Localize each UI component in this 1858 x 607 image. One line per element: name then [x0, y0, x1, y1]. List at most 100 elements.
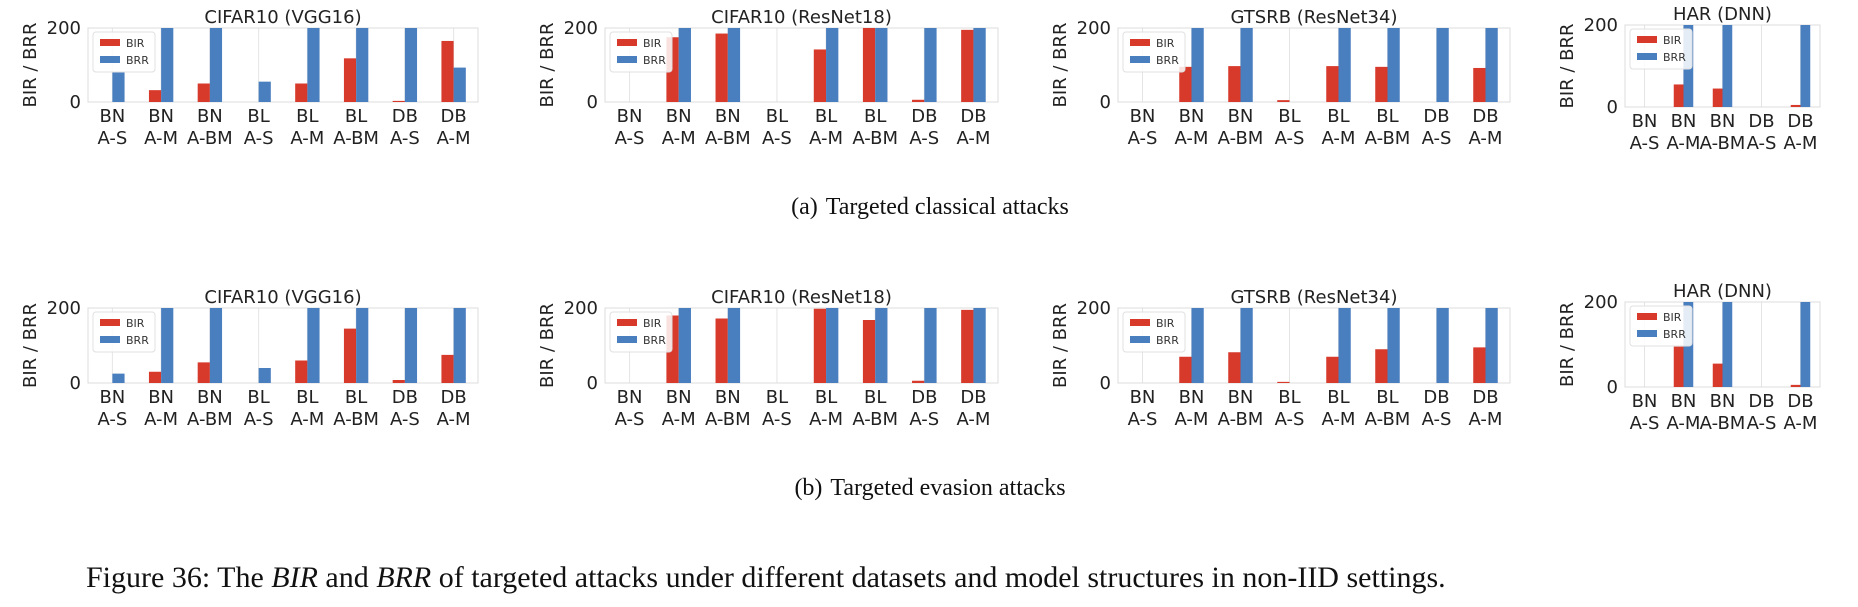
legend-label: BRR — [1156, 334, 1179, 347]
legend-swatch-bir — [100, 319, 120, 326]
x-tick-label: BN A-BM — [1218, 387, 1264, 430]
x-tick-label: BN A-S — [615, 387, 645, 430]
bar-brr — [826, 28, 839, 102]
bar-brr — [209, 308, 223, 383]
bar-bir — [862, 320, 876, 383]
chart-title: CIFAR10 (ResNet18) — [711, 287, 892, 308]
y-tick-label: 0 — [587, 373, 598, 394]
bar-bir — [912, 380, 925, 383]
x-tick-label: DB A-S — [390, 387, 420, 430]
x-tick-label: BN A-BM — [705, 387, 751, 430]
chart-title: CIFAR10 (ResNet18) — [711, 7, 892, 28]
x-tick-label: BL A-S — [244, 106, 274, 149]
legend-label: BIR — [1156, 317, 1175, 330]
legend: BIR BRR — [92, 311, 156, 353]
y-tick-label: 0 — [70, 92, 81, 113]
bar-brr — [1387, 28, 1400, 102]
x-tick-label: BN A-BM — [1700, 391, 1746, 434]
x-tick-label: DB A-S — [1422, 387, 1452, 430]
bar-bir — [862, 28, 876, 102]
legend-label: BRR — [126, 334, 149, 347]
x-tick-label: BN A-S — [1128, 106, 1158, 149]
legend-swatch-brr — [1130, 56, 1150, 63]
bar-brr — [404, 28, 418, 102]
bar-brr — [727, 28, 741, 102]
bar-bir — [1326, 66, 1339, 102]
y-axis-label: BIR / BRR — [537, 303, 558, 388]
y-tick-label: 200 — [47, 298, 81, 319]
bar-brr — [112, 373, 125, 383]
bar-bir — [1326, 356, 1339, 383]
x-tick-label: DB A-S — [390, 106, 420, 149]
x-tick-label: BL A-BM — [333, 106, 379, 149]
x-tick-label: DB A-S — [1747, 391, 1777, 434]
bar-brr — [307, 28, 320, 102]
legend: BIR BRR — [1122, 31, 1186, 73]
x-tick-label: BL A-S — [1275, 387, 1305, 430]
bar-bir — [197, 83, 210, 102]
y-tick-label: 200 — [564, 298, 598, 319]
x-tick-label: BL A-M — [290, 106, 324, 149]
legend-swatch-brr — [1637, 330, 1657, 337]
bar-brr — [1800, 302, 1811, 387]
x-tick-label: BL A-S — [762, 387, 792, 430]
x-tick-label: BL A-BM — [1365, 387, 1411, 430]
bar-bir — [1277, 100, 1290, 102]
bar-brr — [727, 308, 741, 383]
chart-title: CIFAR10 (VGG16) — [204, 7, 361, 28]
legend: BIR BRR — [1629, 305, 1693, 347]
y-tick-label: 0 — [70, 373, 81, 394]
bar-brr — [875, 28, 888, 102]
bar-brr — [973, 28, 986, 102]
plot-frame — [1117, 307, 1511, 384]
bar-bir — [295, 83, 308, 102]
bar-brr — [453, 67, 466, 102]
y-axis-label: BIR / BRR — [20, 303, 41, 388]
bar-bir — [295, 360, 308, 383]
bar-bir — [1473, 347, 1486, 383]
y-axis-label: BIR / BRR — [1050, 22, 1071, 107]
x-tick-label: BL A-S — [1275, 106, 1305, 149]
x-tick-label: DB A-M — [1784, 111, 1818, 154]
x-tick-label: BN A-S — [1630, 391, 1660, 434]
legend-label: BRR — [643, 334, 666, 347]
x-tick-label: BN A-S — [97, 106, 127, 149]
bar-brr — [1240, 28, 1253, 102]
chart-0-1: 0 200 BN A-S BN A-M BN A-BM BL A-S BL A-M BL A-BM DB A-… — [537, 7, 999, 149]
bar-bir — [1375, 66, 1388, 102]
bar-bir — [392, 380, 405, 383]
bar-bir — [715, 318, 728, 383]
bar-brr — [404, 308, 418, 383]
legend: BIR BRR — [1629, 28, 1693, 70]
y-axis-label: BIR / BRR — [1050, 303, 1071, 388]
bar-bir — [715, 33, 728, 102]
bar-bir — [1375, 349, 1388, 383]
legend-swatch-brr — [617, 56, 637, 63]
bar-bir — [1277, 381, 1290, 383]
legend: BIR BRR — [609, 31, 673, 73]
bar-brr — [356, 28, 369, 102]
legend: BIR BRR — [92, 31, 156, 73]
bar-bir — [961, 309, 974, 383]
x-tick-label: BL A-S — [762, 106, 792, 149]
bar-bir — [441, 354, 454, 383]
legend-label: BRR — [643, 54, 666, 67]
panel-a-caption: (a) Targeted classical attacks — [791, 194, 1069, 220]
y-axis-label: BIR / BRR — [1557, 23, 1578, 108]
legend-swatch-bir — [1130, 39, 1150, 46]
bar-bir — [343, 328, 357, 383]
x-tick-label: BL A-BM — [852, 387, 898, 430]
bar-bir — [1179, 356, 1192, 383]
x-tick-label: BN A-BM — [1700, 111, 1746, 154]
bar-brr — [826, 308, 839, 383]
x-tick-label: BN A-S — [1630, 111, 1660, 154]
legend-label: BIR — [643, 317, 662, 330]
x-tick-label: BN A-M — [662, 387, 696, 430]
plot-frame — [604, 307, 999, 384]
bar-bir — [1228, 352, 1241, 383]
bar-brr — [307, 308, 320, 383]
bar-bir — [1712, 363, 1723, 387]
legend-swatch-bir — [1637, 313, 1657, 320]
